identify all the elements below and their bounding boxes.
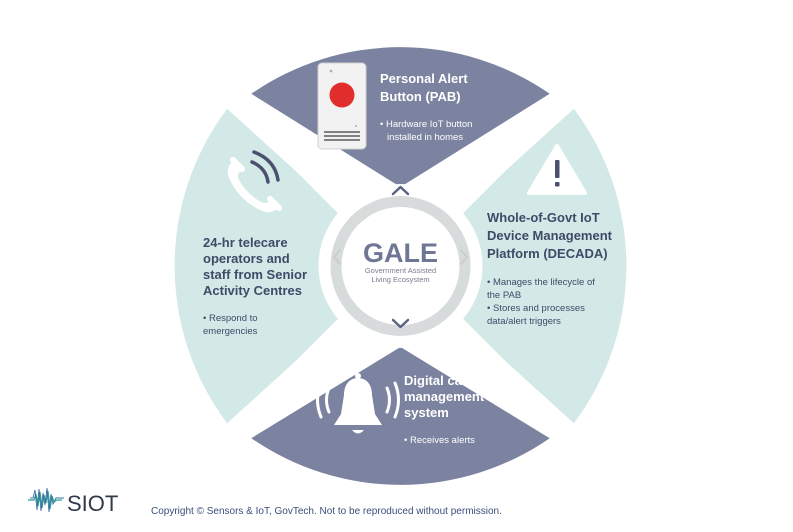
segment-right-title-line3: Platform (DECADA) bbox=[487, 246, 608, 261]
segment-bottom-title-line2: management bbox=[404, 389, 485, 404]
siot-logo: SIOT bbox=[28, 487, 118, 516]
segment-bottom-title-line1: Digital case bbox=[404, 373, 476, 388]
alert-button-device-icon bbox=[317, 62, 367, 150]
chevron-right-icon bbox=[460, 249, 468, 265]
siot-logo-text: SIOT bbox=[67, 491, 118, 516]
segment-top-bullet-line1: • Hardware IoT button bbox=[380, 119, 472, 130]
siot-waveform-icon bbox=[28, 487, 64, 513]
segment-left-title-line2: operators and bbox=[203, 251, 290, 266]
segment-right-bullet1-line1: • Manages the lifecycle of bbox=[487, 277, 595, 288]
segment-left-title-line3: staff from Senior bbox=[203, 267, 307, 282]
segment-left-bullet-line1: • Respond to bbox=[203, 313, 258, 324]
segment-right-title-line1: Whole-of-Govt IoT bbox=[487, 210, 600, 225]
segment-top-title-line1: Personal Alert bbox=[380, 71, 468, 86]
segment-bottom-title-line3: system bbox=[404, 405, 449, 420]
center-subtitle-line1: Government Assisted bbox=[365, 266, 436, 275]
segment-top-bullet-line2: installed in homes bbox=[387, 132, 463, 143]
copyright-notice: Copyright © Sensors & IoT, GovTech. Not … bbox=[151, 506, 502, 517]
segment-left-bullet-line2: emergencies bbox=[203, 326, 258, 337]
segment-right-title-line2: Device Management bbox=[487, 228, 613, 243]
center-inner bbox=[341, 207, 460, 325]
segment-top-title-line2: Button (PAB) bbox=[380, 89, 461, 104]
segment-bottom-bg bbox=[251, 347, 550, 485]
chevron-left-icon bbox=[333, 249, 341, 265]
phone-call-icon bbox=[227, 150, 282, 213]
segment-right-bullet1-line2: the PAB bbox=[487, 290, 521, 301]
ringing-bell-icon bbox=[316, 373, 400, 434]
chevron-up-icon bbox=[391, 185, 410, 196]
segment-bottom-bullet-line1: • Receives alerts bbox=[404, 435, 475, 446]
segment-right-bullet2-line2: data/alert triggers bbox=[487, 316, 561, 327]
segment-left-title-line4: Activity Centres bbox=[203, 283, 302, 298]
segment-right-bullet2-line1: • Stores and processes bbox=[487, 303, 585, 314]
chevron-down-icon bbox=[391, 318, 410, 329]
center-title: GALE bbox=[363, 238, 438, 268]
center-subtitle-line2: Living Ecosystem bbox=[371, 275, 429, 284]
warning-triangle-icon bbox=[527, 144, 587, 195]
segment-left-title-line1: 24-hr telecare bbox=[203, 235, 288, 250]
segment-left-bg bbox=[174, 108, 401, 424]
